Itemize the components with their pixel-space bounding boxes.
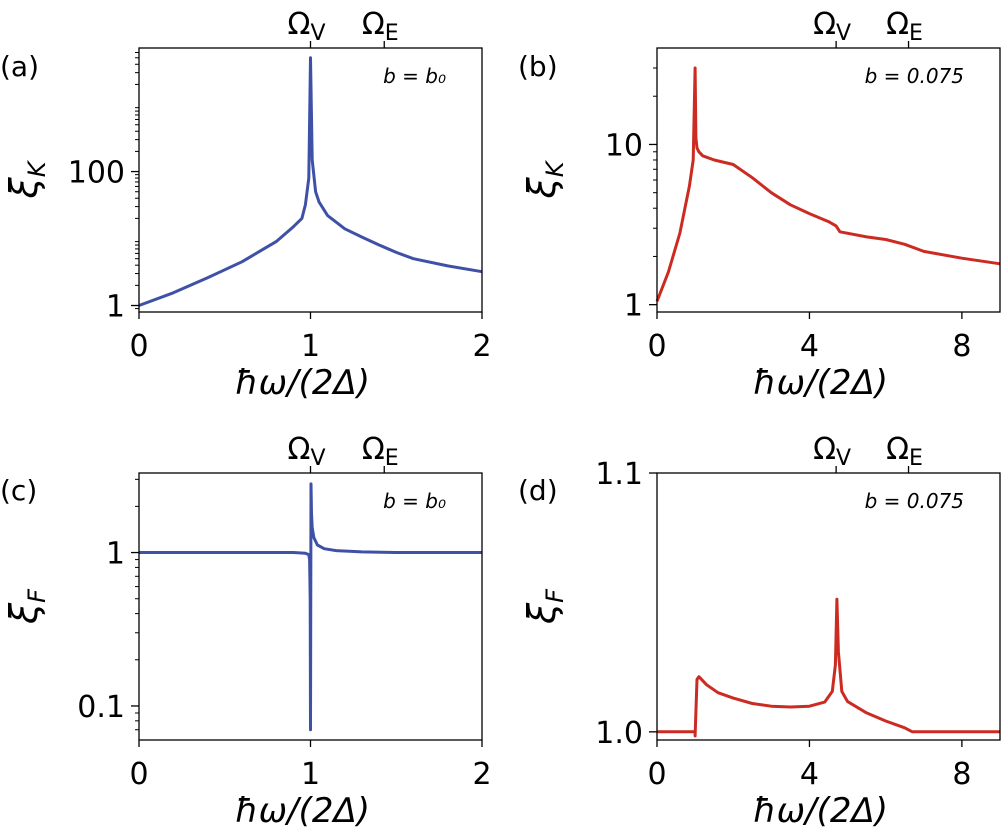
- x-tick-label: 0: [129, 329, 148, 364]
- series-line: [138, 56, 483, 307]
- y-axis-label: ξF: [520, 588, 569, 625]
- top-marker-label: ΩE: [886, 7, 923, 46]
- y-tick-label: 10: [605, 128, 643, 163]
- top-marker-subscript: V: [836, 446, 851, 471]
- series-line: [139, 482, 482, 732]
- top-marker-symbol: Ω: [362, 7, 385, 42]
- top-marker-symbol: Ω: [886, 7, 909, 42]
- y-axis-subscript: F: [23, 588, 51, 603]
- y-axis-subscript: K: [23, 159, 51, 177]
- top-marker-subscript: V: [836, 21, 851, 46]
- y-axis-label: ξF: [2, 588, 51, 625]
- x-axis-label: ħω/(2Δ): [235, 791, 370, 830]
- top-marker-symbol: Ω: [886, 432, 909, 467]
- y-axis-symbol: ξ: [2, 602, 46, 625]
- y-tick-label: 1: [106, 290, 125, 325]
- top-marker-symbol: Ω: [288, 432, 311, 467]
- x-tick-label: 0: [129, 757, 148, 792]
- y-axis-label: ξK: [2, 159, 51, 199]
- x-tick-label: 0: [647, 757, 666, 792]
- x-tick-label: 2: [472, 329, 491, 364]
- top-marker-subscript: E: [909, 21, 923, 46]
- annotation-text: b = b₀: [383, 489, 446, 513]
- annotation-text: b = b₀: [383, 64, 446, 88]
- top-marker-symbol: Ω: [813, 432, 836, 467]
- y-tick-label: 1.1: [595, 457, 643, 492]
- top-marker-symbol: Ω: [813, 7, 836, 42]
- x-tick-label: 8: [952, 757, 971, 792]
- x-tick-label: 8: [952, 329, 971, 364]
- x-axis-label: ħω/(2Δ): [753, 791, 888, 830]
- y-axis-label: ξK: [520, 159, 569, 199]
- top-marker-label: ΩE: [362, 432, 399, 471]
- top-marker-label: ΩV: [813, 7, 851, 46]
- series-line: [657, 597, 1000, 738]
- y-axis-symbol: ξ: [520, 176, 564, 199]
- y-axis-subscript: K: [541, 159, 569, 177]
- panel-label: (a): [0, 50, 39, 83]
- plot-frame: [656, 47, 1001, 313]
- top-marker-subscript: E: [385, 21, 399, 46]
- top-marker-subscript: E: [385, 446, 399, 471]
- x-tick-label: 0: [647, 329, 666, 364]
- y-tick-label: 100: [68, 156, 125, 191]
- series-line: [655, 66, 1001, 302]
- panel-label: (b): [518, 50, 558, 83]
- x-tick-label: 2: [472, 757, 491, 792]
- x-axis-label: ħω/(2Δ): [753, 363, 888, 403]
- top-marker-label: ΩV: [288, 7, 326, 46]
- top-marker-label: ΩE: [886, 432, 923, 471]
- x-axis-label: ħω/(2Δ): [235, 363, 370, 403]
- top-marker-label: ΩV: [288, 432, 326, 471]
- y-tick-label: 1: [106, 537, 125, 572]
- y-axis-symbol: ξ: [2, 176, 46, 199]
- y-tick-label: 0.1: [77, 690, 125, 725]
- x-tick-label: 4: [800, 757, 819, 792]
- y-tick-label: 1: [624, 289, 643, 324]
- panel-label: (d): [518, 474, 558, 507]
- top-marker-subscript: E: [909, 446, 923, 471]
- x-tick-label: 4: [800, 329, 819, 364]
- top-marker-label: ΩE: [362, 7, 399, 46]
- y-tick-label: 1.0: [595, 716, 643, 751]
- x-tick-label: 1: [301, 757, 320, 792]
- top-marker-subscript: V: [310, 21, 325, 46]
- top-marker-symbol: Ω: [288, 7, 311, 42]
- annotation-text: b = 0.075: [865, 64, 964, 88]
- annotation-text: b = 0.075: [865, 489, 964, 513]
- top-marker-subscript: V: [310, 446, 325, 471]
- top-marker-symbol: Ω: [362, 432, 385, 467]
- y-axis-subscript: F: [541, 588, 569, 603]
- panel-label: (c): [0, 474, 37, 507]
- plot-frame: [656, 472, 1001, 741]
- top-marker-label: ΩV: [813, 432, 851, 471]
- x-tick-label: 1: [301, 329, 320, 364]
- y-axis-symbol: ξ: [520, 602, 564, 625]
